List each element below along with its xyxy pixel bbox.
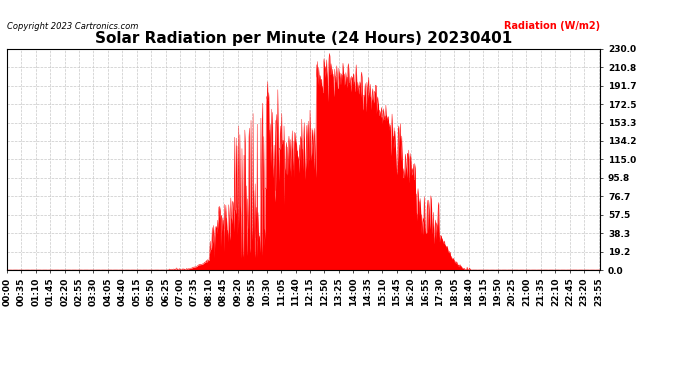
Text: Copyright 2023 Cartronics.com: Copyright 2023 Cartronics.com [7, 22, 138, 31]
Text: Radiation (W/m2): Radiation (W/m2) [504, 21, 600, 31]
Title: Solar Radiation per Minute (24 Hours) 20230401: Solar Radiation per Minute (24 Hours) 20… [95, 31, 512, 46]
